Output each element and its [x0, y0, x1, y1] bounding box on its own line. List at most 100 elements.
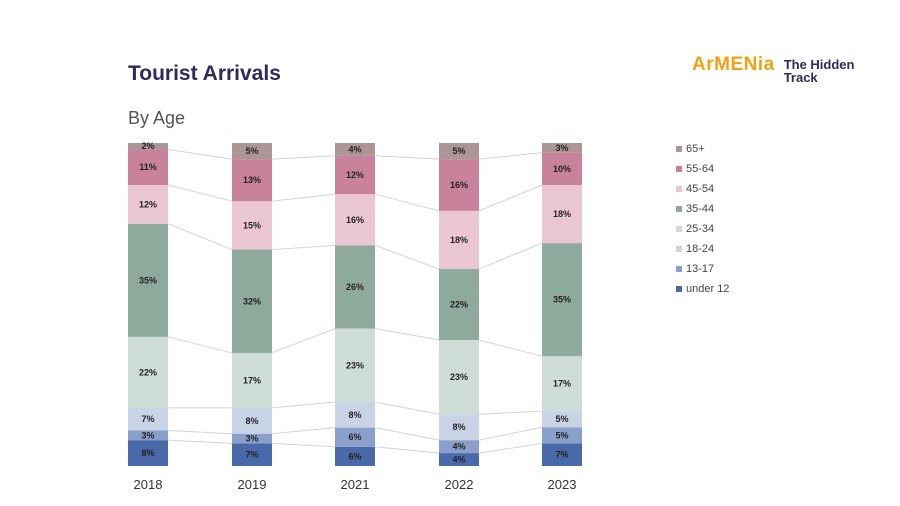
- bar-segment-2021-65+: [335, 143, 375, 156]
- bar-segment-2018-13-17: [128, 430, 168, 441]
- connector-line: [478, 184, 543, 212]
- data-label-2021-35-44: 26%: [346, 282, 364, 292]
- bar-segment-2022-55-64: [439, 159, 479, 211]
- bar-segment-2021-25-34: [335, 328, 375, 403]
- bar-segment-2021-13-17: [335, 427, 375, 447]
- legend-swatch: [676, 146, 682, 152]
- bar-segment-2022-13-17: [439, 440, 479, 454]
- data-label-2022-under-12: 4%: [452, 455, 465, 465]
- connector-line: [271, 328, 336, 354]
- bar-segment-2019-13-17: [232, 433, 272, 444]
- data-label-2023-35-44: 35%: [553, 295, 571, 305]
- data-label-2022-45-54: 18%: [450, 235, 468, 245]
- bar-segment-2018-65+: [128, 143, 168, 150]
- data-label-2023-45-54: 18%: [553, 209, 571, 219]
- data-label-2019-65+: 5%: [245, 146, 258, 156]
- bar-segment-2022-18-24: [439, 414, 479, 441]
- bar-segment-2022-under-12: [439, 453, 479, 466]
- connector-line: [478, 152, 543, 160]
- bar-segment-2018-45-54: [128, 184, 168, 224]
- legend-item-65+: 65+: [676, 139, 729, 159]
- data-label-2022-65+: 5%: [452, 146, 465, 156]
- data-label-2021-55-64: 12%: [346, 170, 364, 180]
- data-label-2018-65+: 2%: [141, 141, 154, 151]
- data-label-2022-55-64: 16%: [450, 180, 468, 190]
- connector-line: [374, 244, 440, 270]
- bar-segments: [128, 143, 582, 466]
- data-label-2023-65+: 3%: [555, 143, 568, 153]
- data-label-2022-35-44: 22%: [450, 300, 468, 310]
- bar-segment-2018-35-44: [128, 223, 168, 337]
- bar-segment-2022-35-44: [439, 268, 479, 341]
- bar-segment-2021-under-12: [335, 446, 375, 466]
- connector-line: [271, 155, 336, 160]
- bar-segment-2021-45-54: [335, 194, 375, 246]
- bar-segment-2023-13-17: [542, 427, 582, 444]
- legend-swatch: [676, 266, 682, 272]
- data-label-2018-13-17: 3%: [141, 430, 154, 440]
- data-label-2018-under-12: 8%: [141, 448, 154, 458]
- data-label-2018-18-24: 7%: [141, 414, 154, 424]
- data-label-2022-13-17: 4%: [452, 442, 465, 452]
- chart-subtitle: By Age: [128, 108, 186, 128]
- data-label-2021-45-54: 16%: [346, 215, 364, 225]
- data-label-2021-65+: 4%: [348, 144, 361, 154]
- legend-swatch: [676, 246, 682, 252]
- connector-line: [167, 184, 233, 202]
- connector-line: [271, 442, 336, 448]
- legend-item-18-24: 18-24: [676, 239, 729, 259]
- data-label-2019-55-64: 13%: [243, 175, 261, 185]
- connector-line: [271, 401, 336, 409]
- bar-segment-2023-18-24: [542, 411, 582, 428]
- legend-item-45-54: 45-54: [676, 179, 729, 199]
- bar-segment-2023-25-34: [542, 356, 582, 412]
- data-label-2023-18-24: 5%: [555, 414, 568, 424]
- legend-label: 13-17: [686, 263, 715, 275]
- bar-segment-2022-65+: [439, 143, 479, 160]
- connector-line: [271, 193, 336, 202]
- bar-segment-2023-45-54: [542, 184, 582, 244]
- x-axis-labels: 2018 2019 2021 2022 2023: [134, 477, 577, 492]
- bar-segment-2021-18-24: [335, 402, 375, 428]
- connector-line: [478, 426, 543, 441]
- data-label-2019-18-24: 8%: [245, 416, 258, 426]
- data-label-2021-25-34: 23%: [346, 360, 364, 370]
- connector-line: [167, 336, 233, 354]
- data-label-2023-under-12: 7%: [555, 450, 568, 460]
- connector-line: [478, 242, 543, 270]
- data-label-2019-35-44: 32%: [243, 296, 261, 306]
- connector-line: [374, 427, 440, 441]
- data-label-2019-25-34: 17%: [243, 375, 261, 385]
- brand-logo: ArMENia The Hidden Track: [692, 54, 874, 86]
- connector-line: [167, 429, 233, 435]
- bar-segment-2022-25-34: [439, 340, 479, 415]
- bar-segment-2023-55-64: [542, 152, 582, 185]
- data-label-2021-under-12: 6%: [348, 451, 361, 461]
- connector-line: [478, 339, 543, 357]
- logo-tagline: The Hidden Track: [783, 57, 855, 85]
- connector-line: [374, 446, 440, 454]
- connector-line: [374, 327, 440, 341]
- connector-line: [271, 244, 336, 251]
- legend-item-under-12: under 12: [676, 279, 729, 299]
- data-label-2022-18-24: 8%: [452, 422, 465, 432]
- data-label-2023-25-34: 17%: [553, 379, 571, 389]
- bar-segment-2019-65+: [232, 143, 272, 160]
- connector-line: [167, 148, 233, 160]
- legend-label: 18-24: [686, 243, 715, 255]
- bar-segment-2019-45-54: [232, 201, 272, 250]
- legend-label: 65+: [686, 143, 705, 155]
- connector-line: [478, 410, 543, 415]
- bar-segment-2019-25-34: [232, 352, 272, 408]
- x-tick-label-2018: 2018: [134, 477, 163, 492]
- connector-line: [478, 442, 543, 454]
- data-label-2019-45-54: 15%: [243, 220, 261, 230]
- legend-swatch: [676, 166, 682, 172]
- bar-segment-2023-under-12: [542, 443, 582, 466]
- connector-line: [374, 401, 440, 415]
- data-label-2022-25-34: 23%: [450, 372, 468, 382]
- data-label-2023-55-64: 10%: [553, 164, 571, 174]
- x-tick-label-2021: 2021: [341, 477, 370, 492]
- data-label-2018-45-54: 12%: [139, 199, 157, 209]
